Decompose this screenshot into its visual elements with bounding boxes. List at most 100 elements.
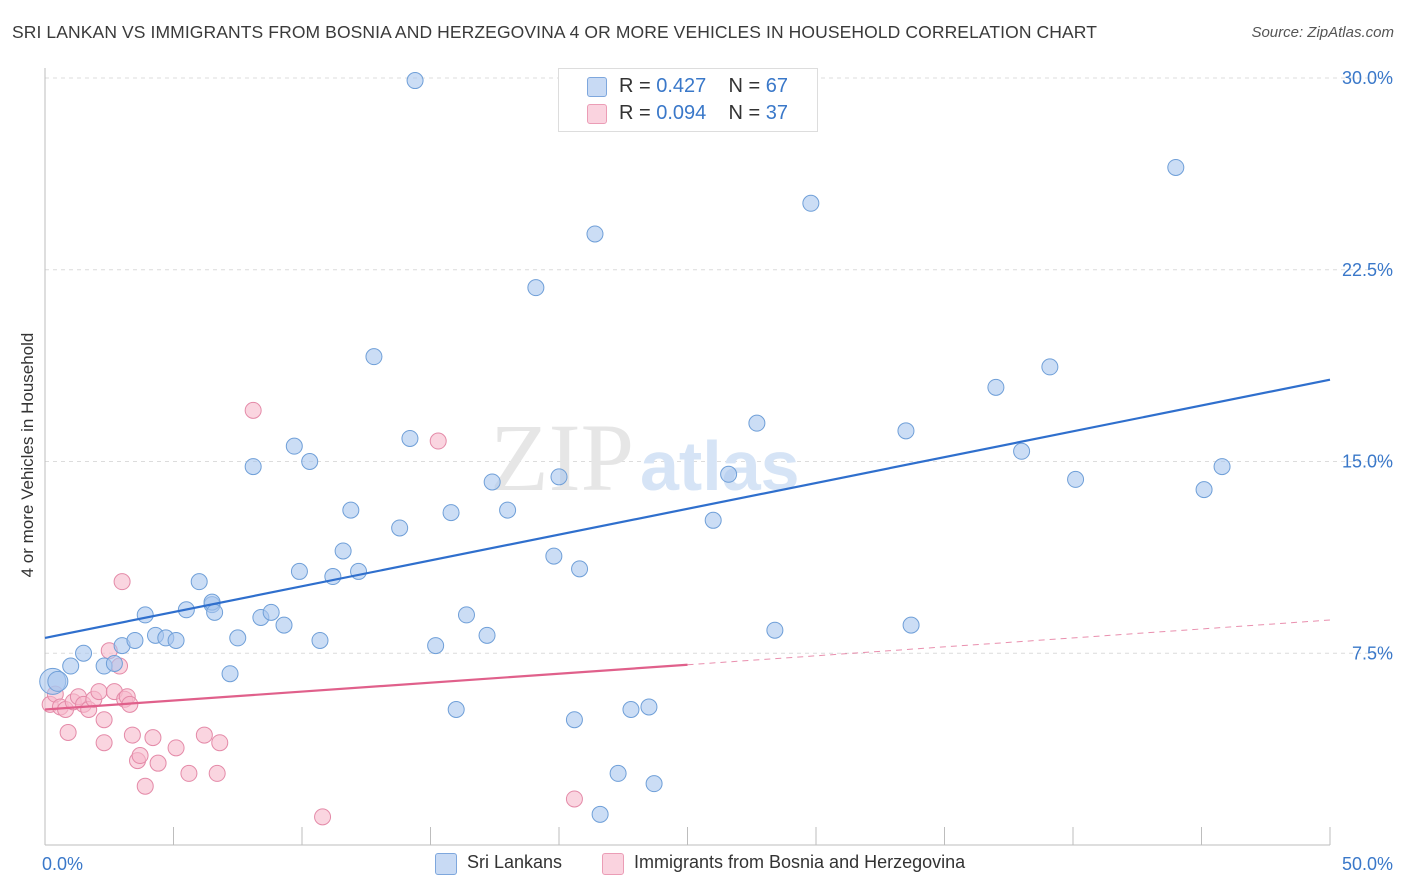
data-point	[131, 747, 149, 765]
data-point	[262, 603, 280, 621]
n-label: N =	[728, 102, 766, 124]
y-tick-label-0: 7.5%	[1352, 643, 1393, 663]
legend-label: Sri Lankans	[467, 852, 563, 872]
data-point	[206, 603, 224, 621]
data-point	[704, 511, 722, 529]
data-point	[1195, 481, 1213, 499]
data-point	[429, 432, 447, 450]
data-point	[113, 573, 131, 591]
data-point	[244, 458, 262, 476]
data-point	[244, 401, 262, 419]
n-value: 67	[765, 75, 789, 97]
stats-legend: R = 0.427 N = 67 R = 0.094 N = 37	[558, 68, 818, 132]
r-label: R =	[619, 75, 657, 97]
data-point	[401, 429, 419, 447]
data-point	[190, 573, 208, 591]
data-point	[1213, 458, 1231, 476]
legend-swatch-blue	[435, 853, 457, 875]
data-point	[457, 606, 475, 624]
data-point	[406, 72, 424, 90]
data-point	[391, 519, 409, 537]
axes	[44, 68, 1331, 846]
data-point	[167, 739, 185, 757]
data-point	[301, 453, 319, 470]
watermark-atlas: atlas	[640, 427, 800, 505]
data-point	[136, 606, 154, 624]
data-point	[365, 348, 383, 366]
data-point	[622, 700, 640, 718]
data-point	[565, 790, 583, 808]
data-point	[748, 414, 766, 432]
watermark-zip: ZIP	[490, 404, 634, 511]
data-point	[442, 504, 460, 522]
data-point	[342, 501, 360, 519]
data-point	[47, 670, 69, 692]
trend-line-extension-1	[687, 619, 1331, 666]
data-point	[447, 700, 465, 718]
data-point	[314, 808, 332, 826]
legend-swatch-blue	[587, 77, 607, 97]
data-point	[195, 726, 213, 744]
y-tick-label-1: 15.0%	[1342, 452, 1393, 472]
trend-line-0	[44, 378, 1331, 639]
data-point	[62, 657, 80, 675]
data-point	[126, 631, 144, 649]
data-point	[1041, 358, 1059, 376]
data-point	[144, 729, 162, 747]
data-point	[609, 764, 627, 782]
data-point	[1067, 470, 1085, 488]
data-point	[527, 279, 545, 297]
data-point	[427, 637, 445, 655]
data-point	[167, 631, 185, 649]
data-point	[180, 764, 198, 782]
data-point	[586, 225, 604, 243]
data-point	[802, 194, 820, 212]
data-point	[90, 683, 108, 701]
data-point	[311, 631, 329, 649]
data-point	[483, 473, 501, 491]
data-point	[285, 437, 303, 455]
n-label: N =	[728, 75, 766, 97]
trend-lines	[44, 378, 1331, 711]
tick-labels: 7.5% 15.0% 22.5% 30.0% 0.0% 50.0%	[42, 68, 1393, 874]
data-point	[645, 775, 663, 793]
data-point	[290, 562, 308, 580]
data-point	[208, 764, 226, 782]
chart-title: SRI LANKAN VS IMMIGRANTS FROM BOSNIA AND…	[12, 22, 1098, 42]
data-point	[571, 560, 589, 578]
data-point	[1167, 158, 1185, 176]
gridlines	[45, 77, 1392, 654]
legend-label: Immigrants from Bosnia and Herzegovina	[634, 852, 966, 872]
data-point	[211, 734, 229, 752]
y-tick-label-3: 30.0%	[1342, 68, 1393, 88]
series-legend: Sri Lankans Immigrants from Bosnia and H…	[0, 852, 1406, 876]
data-point	[545, 547, 563, 565]
series-srilankan-points	[39, 72, 1231, 823]
x-tick-label-0: 0.0%	[42, 854, 83, 874]
data-point	[75, 644, 93, 662]
data-point	[95, 734, 113, 752]
legend-swatch-pink	[587, 104, 607, 124]
data-point	[897, 422, 915, 440]
data-point	[565, 711, 583, 729]
data-point	[1013, 442, 1031, 460]
data-point	[95, 711, 113, 729]
trend-line-1	[44, 663, 688, 711]
data-point	[59, 724, 77, 742]
source-label: Source: ZipAtlas.com	[1251, 24, 1394, 41]
r-value: 0.427	[656, 75, 707, 97]
data-point	[591, 805, 609, 823]
legend-swatch-pink	[602, 853, 624, 875]
data-point	[902, 616, 920, 634]
data-point	[766, 621, 784, 639]
data-point	[720, 465, 738, 483]
data-point	[478, 626, 496, 644]
data-point	[640, 698, 658, 716]
data-point	[987, 378, 1005, 396]
r-value: 0.094	[656, 102, 707, 124]
x-tick-label-1: 50.0%	[1342, 854, 1393, 874]
data-point	[221, 665, 239, 683]
data-point	[229, 629, 247, 647]
data-point	[149, 754, 167, 772]
